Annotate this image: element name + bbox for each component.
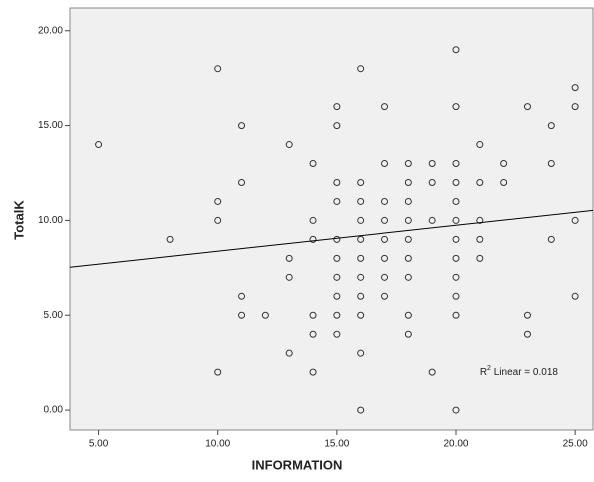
y-tick-label: 5.00 <box>44 310 64 321</box>
x-tick-label: 10.00 <box>205 439 230 450</box>
page: INFORMATION TotalK 5.00 10.00 15.00 20.00 25… <box>0 0 594 482</box>
annotation-base: R <box>480 367 487 378</box>
y-tick-label: 20.00 <box>38 25 63 36</box>
y-axis-title: TotalK <box>11 200 26 240</box>
x-tick-label: 15.00 <box>324 439 349 450</box>
y-tick-label: 15.00 <box>38 120 63 131</box>
y-tick-label: 0.00 <box>44 405 64 416</box>
annotation: R2 Linear = 0.018 <box>480 365 559 378</box>
x-axis-title: INFORMATION <box>252 457 343 472</box>
chart: INFORMATION TotalK 5.00 10.00 15.00 20.00 25… <box>0 0 594 482</box>
x-tick-label: 25.00 <box>563 439 588 450</box>
y-tick-label: 10.00 <box>38 215 63 226</box>
x-tick-label: 5.00 <box>89 439 109 450</box>
x-tick-label: 20.00 <box>443 439 468 450</box>
annotation-text: Linear = 0.018 <box>491 367 558 378</box>
